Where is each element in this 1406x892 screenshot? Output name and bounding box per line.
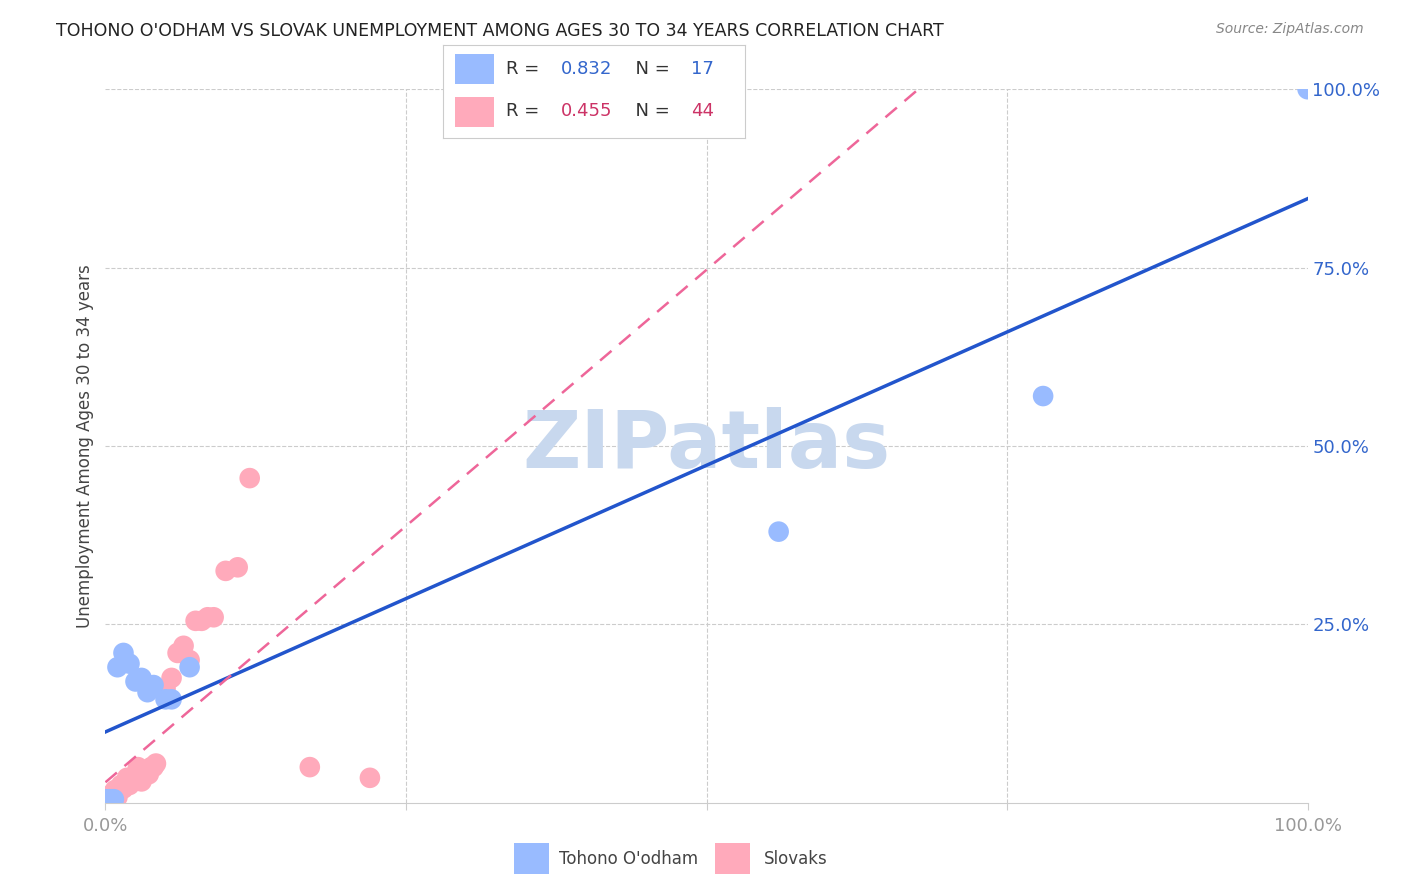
Point: [115, 771, 138, 785]
Point: [121, 774, 143, 789]
Point: [131, 671, 153, 685]
Point: [118, 778, 141, 792]
Point: [359, 771, 381, 785]
Point: [202, 610, 225, 624]
Point: [103, 785, 125, 799]
Text: N =: N =: [624, 61, 676, 78]
Point: [239, 471, 262, 485]
Point: [112, 781, 135, 796]
Point: [131, 774, 153, 789]
Point: [101, 787, 124, 801]
Point: [197, 610, 219, 624]
Point: [107, 660, 129, 674]
Text: Tohono O'odham: Tohono O'odham: [560, 849, 699, 868]
Point: [142, 678, 165, 692]
Text: ZIPatlas: ZIPatlas: [523, 407, 890, 485]
Point: [107, 790, 129, 805]
Point: [768, 524, 790, 539]
Point: [104, 783, 127, 797]
FancyBboxPatch shape: [456, 97, 495, 127]
Point: [1032, 389, 1054, 403]
Point: [179, 653, 201, 667]
Point: [98, 792, 121, 806]
Point: [94, 792, 117, 806]
Point: [136, 685, 159, 699]
Text: R =: R =: [506, 102, 546, 120]
Point: [145, 756, 167, 771]
Text: Source: ZipAtlas.com: Source: ZipAtlas.com: [1216, 22, 1364, 37]
FancyBboxPatch shape: [456, 54, 495, 84]
Point: [124, 674, 146, 689]
Y-axis label: Unemployment Among Ages 30 to 34 years: Unemployment Among Ages 30 to 34 years: [76, 264, 94, 628]
Point: [142, 760, 165, 774]
Point: [135, 767, 157, 781]
Point: [103, 792, 125, 806]
Text: N =: N =: [624, 102, 676, 120]
Point: [114, 778, 136, 792]
Text: TOHONO O'ODHAM VS SLOVAK UNEMPLOYMENT AMONG AGES 30 TO 34 YEARS CORRELATION CHAR: TOHONO O'ODHAM VS SLOVAK UNEMPLOYMENT AM…: [56, 22, 943, 40]
Text: 0.455: 0.455: [561, 102, 612, 120]
Point: [160, 671, 183, 685]
Text: R =: R =: [506, 61, 546, 78]
Point: [118, 657, 141, 671]
Text: Slovaks: Slovaks: [763, 849, 828, 868]
Point: [160, 692, 183, 706]
Point: [155, 692, 177, 706]
Point: [94, 791, 117, 805]
Point: [132, 767, 155, 781]
Point: [97, 792, 120, 806]
Point: [298, 760, 321, 774]
FancyBboxPatch shape: [515, 843, 550, 874]
Point: [108, 781, 131, 796]
Point: [127, 760, 149, 774]
Point: [110, 778, 132, 792]
Point: [190, 614, 212, 628]
Point: [94, 793, 117, 807]
Point: [166, 646, 188, 660]
Text: 17: 17: [690, 61, 714, 78]
Point: [100, 792, 122, 806]
Text: 0.832: 0.832: [561, 61, 612, 78]
Point: [226, 560, 249, 574]
Point: [139, 760, 162, 774]
Point: [107, 785, 129, 799]
FancyBboxPatch shape: [714, 843, 751, 874]
Point: [1296, 82, 1319, 96]
Point: [184, 614, 207, 628]
Point: [214, 564, 236, 578]
Point: [155, 681, 177, 696]
Text: 44: 44: [690, 102, 714, 120]
Point: [115, 774, 138, 789]
Point: [138, 767, 160, 781]
Point: [100, 789, 122, 803]
Point: [94, 790, 117, 805]
Point: [98, 792, 121, 806]
Point: [173, 639, 195, 653]
Point: [124, 767, 146, 781]
Point: [112, 646, 135, 660]
Point: [98, 790, 121, 805]
Point: [179, 660, 201, 674]
Point: [94, 794, 117, 808]
